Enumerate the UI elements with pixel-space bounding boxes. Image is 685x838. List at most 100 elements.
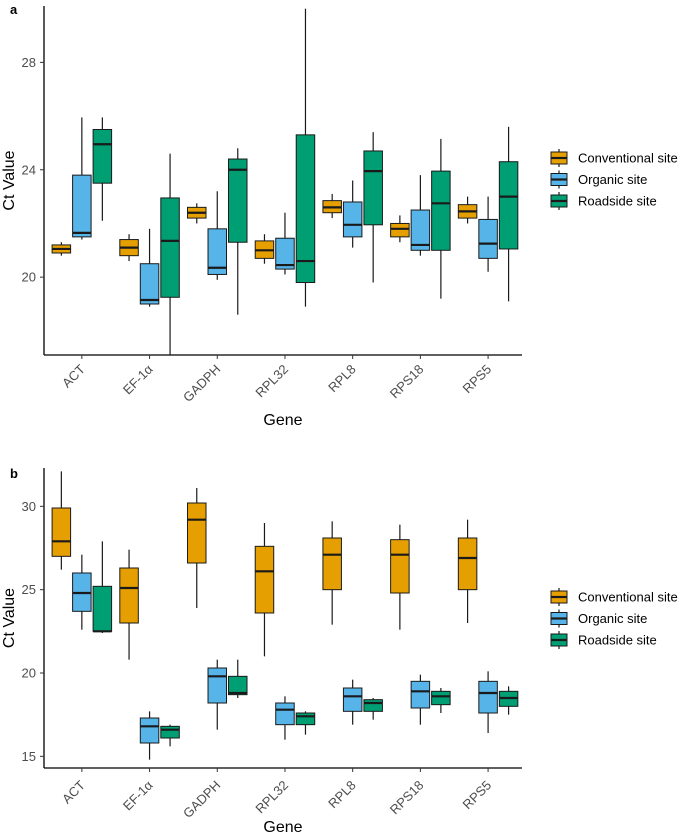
panel-b-box-iqr xyxy=(295,712,316,726)
panel-b-box-iqr xyxy=(51,507,72,557)
panel-b-box-iqr xyxy=(160,725,180,739)
panel-a-box-iqr xyxy=(160,197,180,298)
panel-a-legend-label-conventional-site: Conventional site xyxy=(578,151,678,166)
panel-b-x-tick-label-rpl8: RPL8 xyxy=(325,778,359,812)
panel-a-box-ef-1alpha-conventional-site xyxy=(119,234,139,262)
panel-a-box-rpl32-organic-site xyxy=(275,212,295,275)
panel-b-box-iqr xyxy=(228,675,248,696)
panel-b-x-axis-title: Gene xyxy=(263,819,302,836)
panel-a-box-iqr xyxy=(92,128,113,184)
panel-b-box-iqr xyxy=(139,717,160,744)
panel-a-x-axis-title: Gene xyxy=(263,412,302,429)
panel-a-box-iqr xyxy=(498,161,519,250)
panel-b-legend-key-roadside-site xyxy=(550,631,568,649)
panel-b-box-iqr xyxy=(457,537,478,591)
panel-b-box-iqr xyxy=(275,702,295,726)
panel-a-x-tick-label-rpl32: RPL32 xyxy=(252,362,291,401)
panel-b-box-rpl32-conventional-site xyxy=(254,523,275,657)
panel-a-x-tick-label-rps18: RPS18 xyxy=(387,362,427,402)
panel-a-box-iqr xyxy=(431,170,451,251)
panel-b-legend-label-organic-site: Organic site xyxy=(578,611,647,626)
panel-b-box-rps18-conventional-site xyxy=(390,524,410,630)
panel-a-label: a xyxy=(10,2,18,17)
panel-b-box-iqr xyxy=(342,687,363,712)
panel-b-box-iqr xyxy=(410,680,431,709)
panel-b-box-iqr xyxy=(478,680,498,714)
panel-b-box-rps5-conventional-site xyxy=(457,519,478,623)
panel-b-x-tick-label-rps18: RPS18 xyxy=(387,778,427,818)
panel-b-y-tick-label: 15 xyxy=(22,749,36,764)
panel-b-box-gadph-roadside-site xyxy=(228,659,248,698)
panel-a-x-tick-label-ef-1alpha: EF-1α xyxy=(120,361,156,397)
panel-a-legend: Conventional site Organic site Roadside si… xyxy=(550,149,678,210)
panel-b-box-act-roadside-site xyxy=(92,541,113,633)
panel-b-box-rps5-organic-site xyxy=(478,671,498,733)
panel-a-box-gadph-organic-site xyxy=(207,191,228,280)
panel-b-legend-key-organic-site xyxy=(550,609,568,628)
panel-a-box-rps18-organic-site xyxy=(410,175,431,256)
panel-a-box-iqr xyxy=(275,237,295,270)
panel-b-x-tick-label-rps5: RPS5 xyxy=(460,778,495,813)
panel-a-box-iqr xyxy=(295,134,316,284)
panel-b-x-tick-label-rpl32: RPL32 xyxy=(252,778,291,817)
panel-b-box-iqr xyxy=(92,585,113,632)
panel-a-legend-label-organic-site: Organic site xyxy=(578,172,647,187)
panel-a-box-rps5-conventional-site xyxy=(457,196,478,224)
panel-b-box-iqr xyxy=(119,567,139,624)
panel-b-box-rpl8-conventional-site xyxy=(322,521,342,625)
panel-a-box-rps18-roadside-site xyxy=(431,138,451,299)
panel-a-y-tick-label: 20 xyxy=(22,270,36,285)
panel-a-box-iqr xyxy=(207,228,228,275)
panel-b-box-rps5-roadside-site xyxy=(498,686,519,715)
panel-a-box-gadph-roadside-site xyxy=(228,148,248,315)
panel-a-box-rpl32-conventional-site xyxy=(254,234,275,264)
panel-a-x-tick-label-act: ACT xyxy=(59,361,88,390)
panel-b-box-gadph-conventional-site xyxy=(187,488,207,608)
panel-b-y-tick-label: 30 xyxy=(22,499,36,514)
panel-b: b 15 20 25 30 ACT EF-1α GADPH RPL32 RPL8 RPS18 RPS… xyxy=(1,466,678,836)
panel-b-x-tick-label-gadph: GADPH xyxy=(180,778,223,821)
panel-b-box-gadph-organic-site xyxy=(207,659,228,730)
panel-b-box-rpl8-organic-site xyxy=(342,679,363,725)
panel-a-x-tick-label-rpl8: RPL8 xyxy=(325,362,359,396)
panel-b-box-iqr xyxy=(254,545,275,614)
panel-a-box-iqr xyxy=(228,158,248,243)
panel-a-box-rps5-organic-site xyxy=(478,196,498,272)
panel-b-box-ef-1alpha-conventional-site xyxy=(119,549,139,660)
panel-b-legend-key-conventional-site xyxy=(550,588,568,606)
panel-b-box-ef-1alpha-roadside-site xyxy=(160,724,180,747)
panel-b-box-iqr xyxy=(431,690,451,706)
panel-a-box-ef-1alpha-roadside-site xyxy=(160,153,180,355)
panel-b-box-iqr xyxy=(322,537,342,591)
panel-b-box-act-conventional-site xyxy=(51,471,72,570)
panel-a-box-act-conventional-site xyxy=(51,242,72,256)
panel-a-y-axis-title: Ct Value xyxy=(1,150,18,210)
panel-b-box-rpl32-organic-site xyxy=(275,696,295,740)
panel-a-y-tick-label: 24 xyxy=(22,162,36,177)
panel-b-box-ef-1alpha-organic-site xyxy=(139,711,160,760)
panel-b-box-rps18-roadside-site xyxy=(431,688,451,713)
panel-a-box-gadph-conventional-site xyxy=(187,203,207,224)
panel-a-box-iqr xyxy=(72,174,92,238)
panel-a-box-iqr xyxy=(410,209,431,251)
panel-a-y-tick-label: 28 xyxy=(22,55,36,70)
panel-a-x-tick-label-gadph: GADPH xyxy=(180,362,223,405)
panel-a-box-iqr xyxy=(478,218,498,259)
panel-b-box-rpl32-roadside-site xyxy=(295,711,316,735)
panel-b-box-act-organic-site xyxy=(72,554,92,630)
panel-a-box-rpl8-roadside-site xyxy=(363,132,383,283)
panel-b-box-rps18-organic-site xyxy=(410,674,431,725)
panel-b-box-rpl8-roadside-site xyxy=(363,698,383,720)
panel-a-box-rps18-conventional-site xyxy=(390,215,410,243)
panel-a-box-rpl8-organic-site xyxy=(342,180,363,248)
panel-b-x-tick-label-act: ACT xyxy=(59,777,88,806)
panel-b-box-iqr xyxy=(390,539,410,594)
panel-b-box-iqr xyxy=(363,699,383,712)
panel-b-label: b xyxy=(10,466,18,481)
panel-a-box-iqr xyxy=(139,263,160,305)
panel-b-legend-label-roadside-site: Roadside site xyxy=(578,633,657,648)
panel-a-legend-label-roadside-site: Roadside site xyxy=(578,194,657,209)
panel-b-legend-label-conventional-site: Conventional site xyxy=(578,590,678,605)
